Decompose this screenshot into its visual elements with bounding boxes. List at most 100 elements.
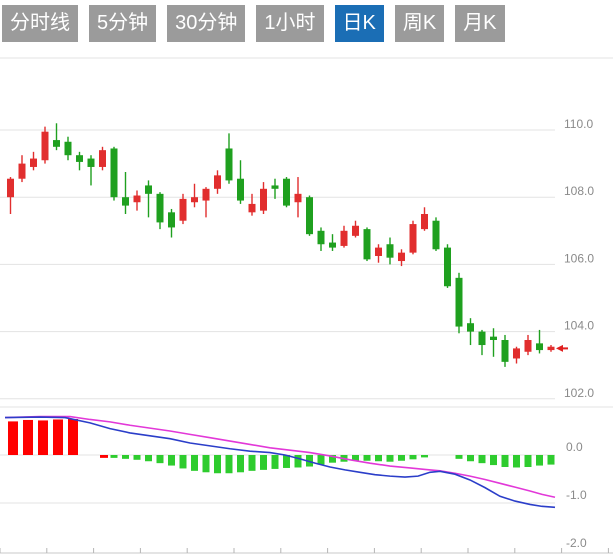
macd-green-bar — [501, 455, 509, 467]
macd-green-bar — [386, 455, 394, 462]
macd-green-bar — [248, 455, 256, 471]
macd-green-bar — [490, 455, 497, 466]
macd-green-bar — [225, 455, 233, 474]
candle-body — [76, 155, 83, 162]
price-axis-label: 102.0 — [564, 386, 594, 400]
macd-green-bar — [202, 455, 210, 473]
macd-green-bar — [214, 455, 221, 474]
macd-green-bar — [467, 455, 474, 462]
candle-body — [363, 229, 371, 260]
candle-body — [306, 197, 313, 235]
candle-body — [340, 230, 348, 246]
candle-body — [237, 178, 244, 201]
candle-body — [467, 323, 474, 332]
candle-body — [133, 195, 141, 203]
macd-red-bar — [8, 421, 18, 455]
macd-green-bar — [513, 455, 520, 468]
candle-body — [536, 343, 543, 351]
macd-green-bar — [283, 455, 290, 468]
tab-30min[interactable]: 30分钟 — [167, 5, 246, 42]
macd-green-bar — [168, 455, 175, 466]
tab-timeline[interactable]: 分时线 — [2, 5, 78, 42]
candle-body — [513, 348, 520, 359]
tab-weekly-k[interactable]: 周K — [394, 5, 445, 42]
candle-body — [41, 131, 49, 161]
candle-body — [478, 331, 486, 346]
candle-body — [375, 247, 382, 256]
candle-body — [179, 198, 187, 221]
macd-green-bar — [329, 455, 336, 463]
macd-green-bar — [179, 455, 187, 469]
macd-green-bar — [352, 455, 359, 461]
candle-body — [260, 188, 267, 211]
macd-green-bar — [536, 455, 543, 466]
macd-green-bar — [271, 455, 279, 469]
macd-green-bar — [375, 455, 382, 462]
candle-body — [145, 185, 152, 194]
candle-body — [168, 212, 175, 228]
price-axis-label: 104.0 — [564, 319, 594, 333]
macd-green-bar — [110, 455, 118, 458]
candle-body — [490, 336, 497, 340]
macd-red-bar — [53, 419, 63, 455]
candle-body — [398, 252, 405, 262]
candle-body — [53, 140, 60, 147]
tab-1hour[interactable]: 1小时 — [256, 5, 324, 42]
macd-red-stub — [100, 455, 108, 458]
candle-body — [156, 193, 164, 223]
price-axis-label: 106.0 — [564, 251, 594, 265]
candle-body — [64, 141, 72, 156]
current-price-marker-icon — [556, 344, 563, 352]
macd-green-bar — [191, 455, 198, 471]
candle-body — [455, 277, 463, 327]
macd-green-bar — [133, 455, 141, 460]
macd-green-bar — [398, 455, 405, 461]
macd-green-bar — [421, 455, 428, 458]
macd-green-bar — [122, 455, 129, 459]
dea-line — [4, 415, 556, 499]
tab-daily-k[interactable]: 日K — [334, 5, 384, 42]
candle-body — [524, 340, 532, 352]
candle-body — [122, 197, 129, 206]
candle-body — [202, 188, 210, 201]
dif-line — [4, 416, 556, 509]
macd-axis-label: -1.0 — [566, 488, 587, 502]
candle-body — [432, 220, 440, 250]
candle-body — [7, 178, 14, 198]
candle-body — [329, 242, 336, 248]
candle-body — [444, 247, 451, 287]
candle-body — [214, 175, 221, 189]
macd-green-bar — [524, 455, 532, 467]
macd-green-bar — [478, 455, 486, 464]
candle-body — [271, 185, 279, 189]
kline-macd-chart-canvas[interactable]: 110.0 108.0 106.0 104.0 102.0 0.0 -1.0 -2.0 — [0, 44, 613, 557]
macd-green-bar — [363, 455, 371, 461]
candle-body — [317, 230, 325, 245]
candle-body — [547, 346, 555, 351]
macd-red-bar — [38, 420, 48, 455]
candle-body — [99, 150, 106, 167]
candle-body — [87, 158, 95, 167]
macd-red-bar — [68, 419, 78, 455]
macd-green-bar — [294, 455, 302, 468]
candle-body — [30, 158, 37, 167]
candle-body — [225, 148, 233, 181]
candle-body — [294, 193, 302, 203]
macd-green-bar — [260, 455, 267, 470]
candle-body — [501, 340, 509, 362]
price-axis-label: 108.0 — [564, 184, 594, 198]
tab-monthly-k[interactable]: 月K — [455, 5, 505, 42]
macd-green-bar — [409, 455, 417, 460]
period-tabbar: 分时线 5分钟 30分钟 1小时 日K 周K 月K — [2, 5, 505, 42]
candle-body — [409, 224, 417, 253]
candle-body — [283, 178, 290, 206]
macd-green-bar — [237, 455, 244, 473]
candle-body — [421, 214, 428, 230]
current-price-marker-tail — [563, 347, 568, 350]
tab-5min[interactable]: 5分钟 — [89, 5, 157, 42]
macd-axis-label: 0.0 — [566, 440, 583, 454]
candle-body — [248, 203, 256, 213]
candle-body — [110, 148, 118, 198]
macd-green-bar — [317, 455, 325, 465]
macd-green-bar — [547, 455, 555, 465]
